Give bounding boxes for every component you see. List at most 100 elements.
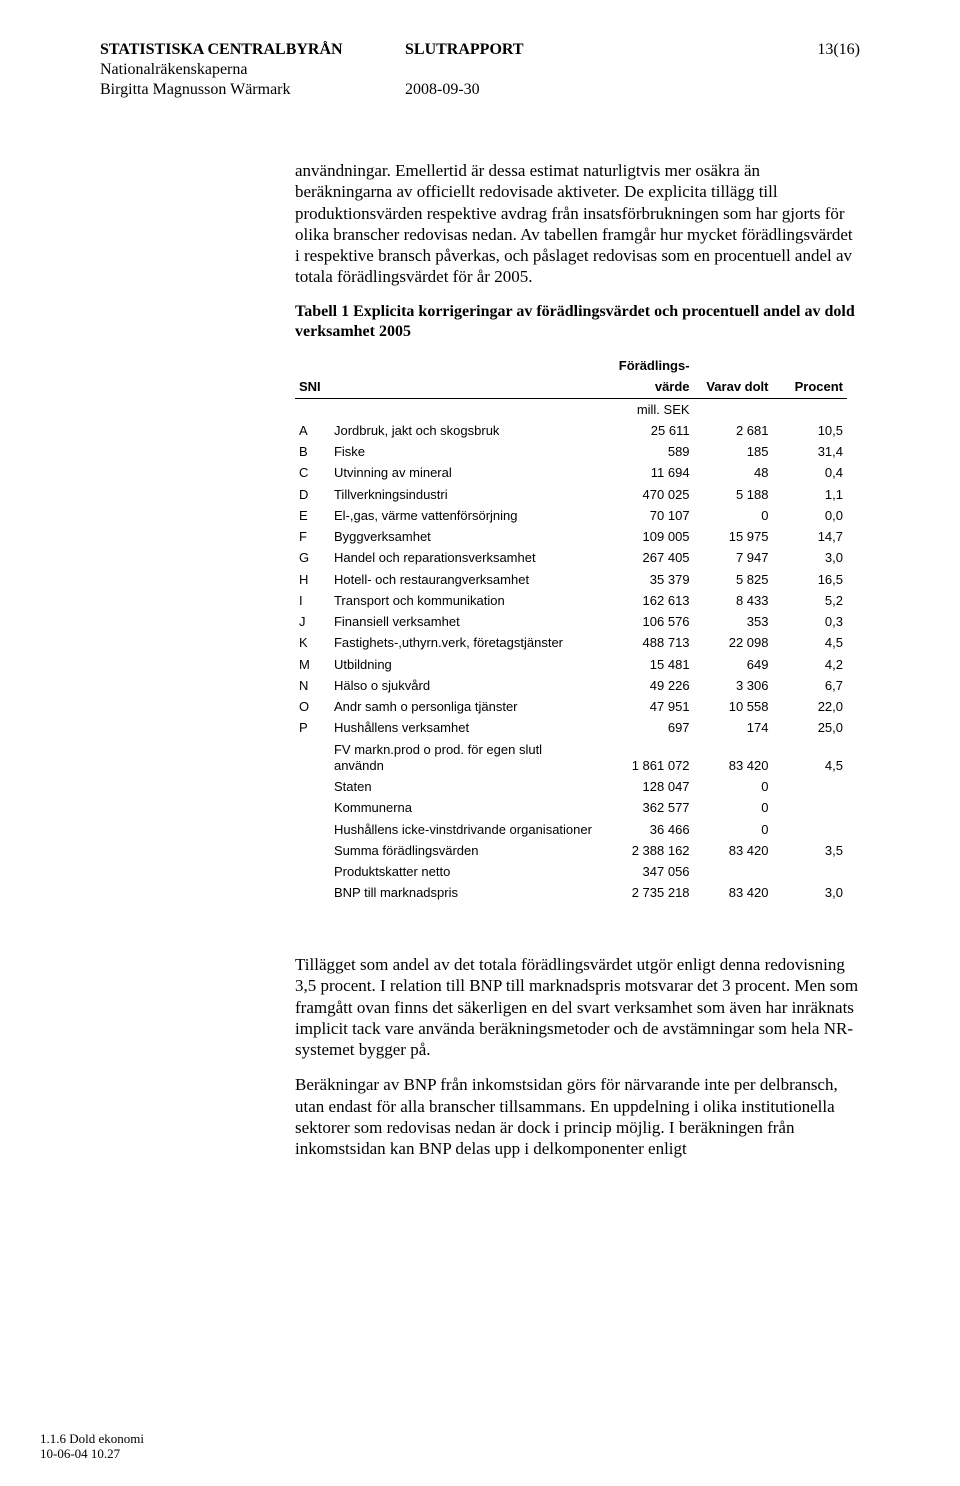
cell-sni: O xyxy=(295,697,330,718)
cell-hidden xyxy=(694,862,773,883)
cell-sni: G xyxy=(295,548,330,569)
cell-value: 49 226 xyxy=(599,675,694,696)
cell-desc: Andr samh o personliga tjänster xyxy=(330,697,599,718)
paragraph-2: Tillägget som andel av det totala förädl… xyxy=(295,954,860,1060)
table-row: Produktskatter netto347 056 xyxy=(295,862,847,883)
cell-desc: Tillverkningsindustri xyxy=(330,484,599,505)
cell-sni: J xyxy=(295,612,330,633)
cell-hidden: 22 098 xyxy=(694,633,773,654)
cell-desc: BNP till marknadspris xyxy=(330,883,599,904)
table-row: MUtbildning15 4816494,2 xyxy=(295,654,847,675)
th-desc xyxy=(330,356,599,399)
cell-value: 25 611 xyxy=(599,420,694,441)
cell-value: 162 613 xyxy=(599,590,694,611)
cell-pct xyxy=(772,777,847,798)
page-footer: 1.1.6 Dold ekonomi 10-06-04 10.27 xyxy=(40,1431,144,1462)
cell-pct: 1,1 xyxy=(772,484,847,505)
cell-sni: K xyxy=(295,633,330,654)
header-left: STATISTISKA CENTRALBYRÅN Nationalräkensk… xyxy=(100,40,405,100)
cell-sni xyxy=(295,819,330,840)
page-header: STATISTISKA CENTRALBYRÅN Nationalräkensk… xyxy=(100,40,860,100)
header-pagenum: 13(16) xyxy=(665,40,860,60)
th-val-l1: Förädlings- xyxy=(599,356,694,377)
table-row: Summa förädlingsvärden2 388 16283 4203,5 xyxy=(295,840,847,861)
cell-sni xyxy=(295,777,330,798)
cell-pct: 25,0 xyxy=(772,718,847,739)
cell-desc: Byggverksamhet xyxy=(330,527,599,548)
th-sni: SNI xyxy=(295,356,330,399)
cell-pct: 22,0 xyxy=(772,697,847,718)
cell-desc: Summa förädlingsvärden xyxy=(330,840,599,861)
cell-desc: Hotell- och restaurangverksamhet xyxy=(330,569,599,590)
table-body: AJordbruk, jakt och skogsbruk25 6112 681… xyxy=(295,420,847,904)
cell-pct xyxy=(772,819,847,840)
th-val-l2: värde xyxy=(599,377,694,399)
table-row: Staten128 0470 xyxy=(295,777,847,798)
cell-value: 70 107 xyxy=(599,505,694,526)
cell-desc: Fiske xyxy=(330,442,599,463)
cell-hidden: 5 188 xyxy=(694,484,773,505)
th-unit: mill. SEK xyxy=(599,399,694,421)
cell-sni xyxy=(295,798,330,819)
header-date: 2008-09-30 xyxy=(405,80,665,100)
header-center: SLUTRAPPORT 2008-09-30 xyxy=(405,40,665,100)
body-content: användningar. Emellertid är dessa estima… xyxy=(295,160,860,1159)
cell-pct: 0,4 xyxy=(772,463,847,484)
cell-sni: B xyxy=(295,442,330,463)
table-row: AJordbruk, jakt och skogsbruk25 6112 681… xyxy=(295,420,847,441)
table-row: CUtvinning av mineral11 694480,4 xyxy=(295,463,847,484)
cell-hidden: 3 306 xyxy=(694,675,773,696)
cell-hidden: 174 xyxy=(694,718,773,739)
cell-sni: I xyxy=(295,590,330,611)
header-right: 13(16) xyxy=(665,40,860,100)
cell-desc: Hushållens icke-vinstdrivande organisati… xyxy=(330,819,599,840)
cell-sni xyxy=(295,840,330,861)
cell-desc: Fastighets-,uthyrn.verk, företagstjänste… xyxy=(330,633,599,654)
cell-desc: Utvinning av mineral xyxy=(330,463,599,484)
cell-pct: 10,5 xyxy=(772,420,847,441)
cell-sni: E xyxy=(295,505,330,526)
cell-value: 109 005 xyxy=(599,527,694,548)
cell-value: 35 379 xyxy=(599,569,694,590)
cell-hidden: 8 433 xyxy=(694,590,773,611)
cell-hidden: 10 558 xyxy=(694,697,773,718)
header-dept: Nationalräkenskaperna xyxy=(100,60,405,80)
cell-hidden: 83 420 xyxy=(694,840,773,861)
cell-value: 347 056 xyxy=(599,862,694,883)
cell-desc: Utbildning xyxy=(330,654,599,675)
cell-value: 15 481 xyxy=(599,654,694,675)
cell-sni: C xyxy=(295,463,330,484)
cell-sni xyxy=(295,883,330,904)
cell-value: 106 576 xyxy=(599,612,694,633)
cell-value: 128 047 xyxy=(599,777,694,798)
cell-sni xyxy=(295,862,330,883)
cell-sni: H xyxy=(295,569,330,590)
cell-pct xyxy=(772,862,847,883)
cell-sni: P xyxy=(295,718,330,739)
th-pct: Procent xyxy=(772,356,847,399)
table-row: JFinansiell verksamhet106 5763530,3 xyxy=(295,612,847,633)
cell-value: 470 025 xyxy=(599,484,694,505)
table-row: ITransport och kommunikation162 6138 433… xyxy=(295,590,847,611)
table-row: HHotell- och restaurangverksamhet35 3795… xyxy=(295,569,847,590)
cell-pct: 6,7 xyxy=(772,675,847,696)
cell-value: 11 694 xyxy=(599,463,694,484)
table-row: EEl-,gas, värme vattenförsörjning70 107 0… xyxy=(295,505,847,526)
cell-desc: El-,gas, värme vattenförsörjning xyxy=(330,505,599,526)
table-row: Kommunerna362 5770 xyxy=(295,798,847,819)
cell-value: 2 388 162 xyxy=(599,840,694,861)
cell-hidden: 0 xyxy=(694,777,773,798)
cell-value: 36 466 xyxy=(599,819,694,840)
cell-sni xyxy=(295,739,330,777)
header-author: Birgitta Magnusson Wärmark xyxy=(100,80,405,100)
cell-hidden: 2 681 xyxy=(694,420,773,441)
cell-pct: 0,0 xyxy=(772,505,847,526)
table-row: PHushållens verksamhet69717425,0 xyxy=(295,718,847,739)
cell-pct: 14,7 xyxy=(772,527,847,548)
table-row: Hushållens icke-vinstdrivande organisati… xyxy=(295,819,847,840)
cell-hidden: 5 825 xyxy=(694,569,773,590)
header-org: STATISTISKA CENTRALBYRÅN xyxy=(100,40,405,60)
cell-pct: 5,2 xyxy=(772,590,847,611)
cell-sni: F xyxy=(295,527,330,548)
cell-desc: Finansiell verksamhet xyxy=(330,612,599,633)
